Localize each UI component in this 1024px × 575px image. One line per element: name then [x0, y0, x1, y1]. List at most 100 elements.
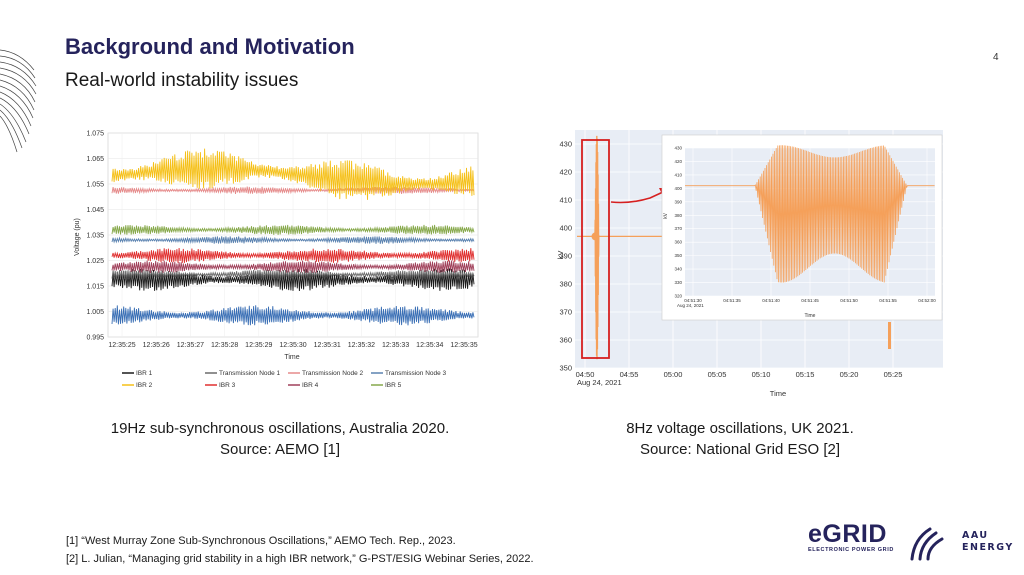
inset-x-tick: 04:51:35: [723, 298, 741, 303]
chart1-x-tick: 12:35:30: [279, 342, 306, 349]
chart1-legend-label: IBR 3: [219, 382, 236, 389]
egrid-logo-subtext: ELECTRONIC POWER GRID: [808, 547, 894, 553]
inset-xlabel: Time: [805, 313, 816, 319]
inset-x-tick: 04:51:55: [879, 298, 897, 303]
chart2-ylabel: kV: [556, 251, 565, 260]
egrid-logo: eGRID ELECTRONIC POWER GRID: [808, 520, 898, 554]
chart1-x-tick: 12:35:26: [143, 342, 170, 349]
chart1-x-tick: 12:35:29: [245, 342, 272, 349]
caption-right-line2: Source: National Grid ESO [2]: [639, 441, 841, 458]
chart1-series-line: [111, 268, 475, 292]
australia-voltage-chart: 0.995 1.005 1.015 1.025 1.035 1.045 1.055 1.065…: [74, 131, 479, 389]
chart1-series-line: [111, 305, 475, 326]
reference-1: [1] “West Murray Zone Sub-Synchronous Os…: [66, 535, 456, 547]
chart2-y-tick: 420: [559, 168, 572, 177]
chart2-y-tick: 390: [559, 252, 572, 261]
chart1-x-tick: 12:35:32: [348, 342, 375, 349]
caption-right-line1: 8Hz voltage oscillations, UK 2021.: [626, 420, 854, 437]
chart1-xlabel: Time: [284, 354, 299, 361]
inset-y-tick: 420: [674, 159, 682, 164]
inset-x-tick: 04:51:50: [840, 298, 858, 303]
page-number: 4: [993, 52, 999, 63]
caption-right: 8Hz voltage oscillations, UK 2021. Sourc…: [555, 418, 925, 460]
chart1-x-tick: 12:35:25: [108, 342, 135, 349]
chart2-x-tick: 05:15: [796, 370, 815, 379]
chart1-x-tick: 12:35:31: [314, 342, 341, 349]
chart1-x-tick: 12:35:34: [416, 342, 443, 349]
caption-left-line1: 19Hz sub-synchronous oscillations, Austr…: [110, 420, 450, 437]
chart1-x-tick: 12:35:35: [450, 342, 477, 349]
chart1-x-tick: 12:35:33: [382, 342, 409, 349]
chart1-x-tick: 12:35:27: [177, 342, 204, 349]
chart1-y-tick: 1.015: [86, 284, 104, 291]
inset-x-tick: 04:51:30: [684, 298, 702, 303]
chart2-date: Aug 24, 2021: [577, 378, 622, 387]
chart2-burst: [594, 135, 600, 360]
aau-logo-line1: AAU: [962, 530, 989, 541]
chart2-x-tick: 04:55: [620, 370, 639, 379]
decorative-wave-lines: [0, 49, 37, 153]
chart1-legend-label: Transmission Node 2: [302, 370, 364, 377]
inset-x-tick: 04:52:00: [918, 298, 936, 303]
chart2-x-tick: 05:10: [752, 370, 771, 379]
chart1-y-tick: 1.035: [86, 233, 104, 240]
chart1-legend-label: Transmission Node 3: [385, 370, 447, 377]
inset-y-tick: 340: [674, 267, 682, 272]
inset-y-tick: 390: [674, 199, 682, 204]
chart1-y-tick: 1.065: [86, 156, 104, 163]
inset-y-tick: 400: [674, 186, 682, 191]
chart1-y-tick: 1.025: [86, 258, 104, 265]
slide-title: Background and Motivation: [65, 34, 355, 59]
inset-x-tick: 04:51:40: [762, 298, 780, 303]
chart2-y-tick: 360: [559, 336, 572, 345]
aau-logo-line2: ENERGY: [962, 542, 1014, 553]
chart1-legend-label: IBR 2: [136, 382, 153, 389]
chart1-y-tick: 1.055: [86, 182, 104, 189]
chart1-series-line: [111, 148, 475, 200]
inset-y-tick: 350: [674, 253, 682, 258]
chart2-burst-blob: [591, 232, 600, 241]
chart1-legend-label: IBR 4: [302, 382, 319, 389]
slide-subtitle: Real-world instability issues: [65, 70, 299, 91]
chart2-x-tick: 05:00: [664, 370, 683, 379]
uk-voltage-chart: 350 360 370 380 390 400 410 420 430 04:50 04:55 05…: [556, 130, 943, 398]
chart2-xlabel: Time: [770, 389, 786, 398]
late-spike-mark: [888, 322, 891, 349]
references: [1] “West Murray Zone Sub-Synchronous Os…: [66, 532, 534, 568]
inset-y-tick: 370: [674, 226, 682, 231]
inset-x-tick: 04:51:45: [801, 298, 819, 303]
chart2-y-tick: 400: [559, 224, 572, 233]
aau-logo-icon: [910, 527, 944, 561]
inset-y-tick: 330: [674, 280, 682, 285]
inset-ylabel: kV: [663, 212, 669, 219]
inset-y-tick: 320: [674, 294, 682, 299]
chart1-series-line: [111, 186, 475, 195]
chart2-x-tick: 04:50: [576, 370, 595, 379]
egrid-logo-text: eGRID: [808, 520, 887, 548]
caption-left-line2: Source: AEMO [1]: [219, 441, 341, 458]
aau-energy-logo-text: AAU ENERGY: [962, 530, 1014, 554]
chart1-legend-label: IBR 1: [136, 370, 153, 377]
inset-y-tick: 380: [674, 213, 682, 218]
inset-date: Aug 24, 2021: [677, 303, 704, 308]
chart1-x-tick: 12:35:28: [211, 342, 238, 349]
inset-series-line: [685, 145, 935, 283]
chart2-x-tick: 05:20: [840, 370, 859, 379]
inset-y-tick: 360: [674, 240, 682, 245]
chart1-series-line: [111, 224, 475, 235]
chart2-y-tick: 410: [559, 196, 572, 205]
reference-2: [2] L. Julian, “Managing grid stability …: [66, 553, 534, 565]
chart1-series-line: [111, 247, 475, 263]
inset-y-tick: 410: [674, 172, 682, 177]
chart2-y-tick: 350: [559, 364, 572, 373]
chart1-y-tick: 1.075: [86, 131, 104, 138]
chart2-y-tick: 380: [559, 280, 572, 289]
chart1-y-tick: 0.995: [86, 335, 104, 342]
chart2-y-tick: 370: [559, 308, 572, 317]
chart1-legend-label: IBR 5: [385, 382, 402, 389]
caption-left: 19Hz sub-synchronous oscillations, Austr…: [60, 418, 500, 460]
highlight-red-box: [581, 139, 610, 359]
chart2-y-tick: 430: [559, 140, 572, 149]
chart2-x-tick: 05:05: [708, 370, 727, 379]
chart1-legend-label: Transmission Node 1: [219, 370, 281, 377]
